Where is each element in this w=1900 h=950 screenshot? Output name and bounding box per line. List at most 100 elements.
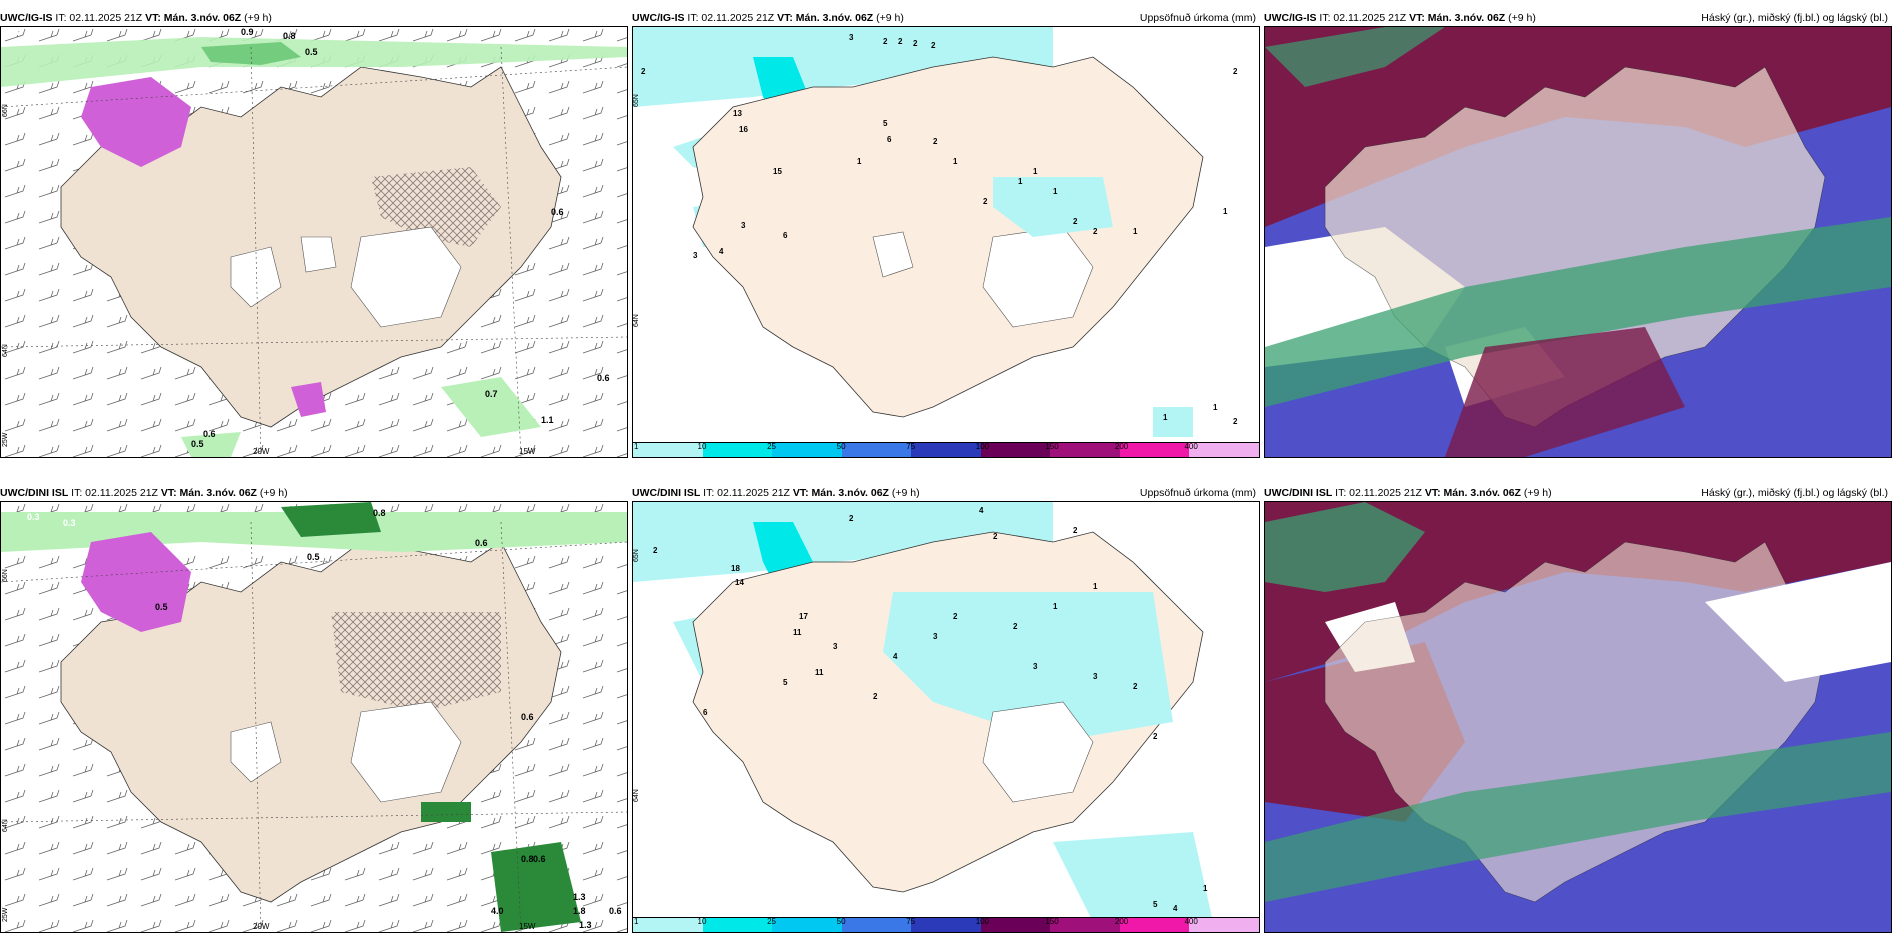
panel-clouds-dini: UWC/DINI ISL IT: 02.11.2025 21Z VT: Mán.… <box>1264 485 1892 935</box>
glacier-hatch <box>371 167 501 247</box>
glacier <box>982 701 1094 803</box>
precip-light <box>883 592 1173 742</box>
legend-tick-label: 200 <box>1114 442 1129 451</box>
precip-value: 1 <box>1163 413 1168 422</box>
precip-value: 6 <box>783 231 788 240</box>
precip-value: 0.8 <box>521 854 534 864</box>
legend-swatch <box>633 918 704 932</box>
precip-value: 1 <box>1053 187 1058 196</box>
precip-light <box>993 177 1113 237</box>
high-cloud-band <box>1265 502 1425 592</box>
init-time: IT: 02.11.2025 21Z <box>700 487 793 499</box>
map-frame: 2 2 4 2 2 18 14 17 11 11 6 5 3 2 4 3 2 2… <box>632 501 1260 933</box>
precip-value: 0.3 <box>35 29 48 39</box>
lead-time: (+9 h) <box>873 12 904 24</box>
precip-value: 0.6 <box>521 712 534 722</box>
init-time: IT: 02.11.2025 21Z <box>1316 12 1410 24</box>
precip-value: 11 <box>793 628 802 637</box>
snow-area <box>81 77 191 167</box>
legend-tick-label: 50 <box>836 442 846 451</box>
glacier <box>350 701 462 803</box>
latitude-label: 64N <box>633 314 640 327</box>
high-cloud-band <box>1265 27 1445 87</box>
valid-time: VT: Mán. 3.nóv. 06Z <box>145 12 242 24</box>
valid-time: VT: Mán. 3.nóv. 06Z <box>1409 12 1506 24</box>
glacier <box>300 236 337 273</box>
panel-header: UWC/IG-IS IT: 02.11.2025 21Z VT: Mán. 3.… <box>632 10 1260 26</box>
legend-tick-label: 1 <box>634 442 639 451</box>
precip-value: 1 <box>1093 582 1098 591</box>
latitude-label: 64N <box>633 789 640 802</box>
precip-value: 2 <box>898 37 903 46</box>
legend-swatch <box>980 918 1052 932</box>
legend-tick-label: 200 <box>1114 917 1129 926</box>
precip-value: 3 <box>849 33 854 42</box>
precip-value: 6 <box>703 708 708 717</box>
valid-time: VT: Mán. 3.nóv. 06Z <box>1424 487 1521 499</box>
lead-time: (+9 h) <box>241 12 272 24</box>
precip-value: 2 <box>849 514 854 523</box>
legend-swatch <box>702 443 774 457</box>
precip-value: 0.6 <box>597 373 610 383</box>
legend-swatch <box>1050 918 1121 932</box>
map-frame <box>1264 26 1892 458</box>
legend-tick-label: 1 <box>634 917 639 926</box>
precip-dark <box>421 802 471 822</box>
panel-header: UWC/DINI ISL IT: 02.11.2025 21Z VT: Mán.… <box>1264 485 1892 501</box>
snow-area <box>81 532 191 632</box>
latitude-label: 25W <box>2 907 9 922</box>
precip-value: 1 <box>1133 227 1138 236</box>
precip-value: 0.4 <box>7 27 20 37</box>
mid-cloud-area <box>1265 27 1891 227</box>
precip-value: 16 <box>739 125 748 134</box>
map-clouds <box>1265 27 1891 457</box>
precip-value: 5 <box>1153 900 1158 909</box>
model-name: UWC/IG-IS <box>632 12 685 24</box>
precip-value: 0.6 <box>533 854 546 864</box>
init-time: IT: 02.11.2025 21Z <box>68 487 161 499</box>
precip-value: 13 <box>733 109 742 118</box>
precip-value: 1 <box>953 157 958 166</box>
legend-swatch <box>1119 443 1191 457</box>
legend-swatch <box>1119 918 1191 932</box>
panel-wind-precip-dini: UWC/DINI ISL IT: 02.11.2025 21Z VT: Mán.… <box>0 485 628 935</box>
legend-swatch <box>702 918 774 932</box>
precip-value: 2 <box>953 612 958 621</box>
legend-swatch <box>980 443 1052 457</box>
precip-value: 2 <box>913 39 918 48</box>
precip-value: 1 <box>1223 207 1228 216</box>
precip-value: 4 <box>1173 904 1178 913</box>
legend-tick-label: 75 <box>906 442 916 451</box>
precip-value: 6 <box>887 135 892 144</box>
high-cloud-band <box>1265 732 1891 902</box>
precip-value: 1.1 <box>541 415 554 425</box>
model-name: UWC/DINI ISL <box>0 487 69 499</box>
precip-value: 4 <box>893 652 898 661</box>
precip-value: 4 <box>979 506 984 515</box>
legend-tick-label: 75 <box>906 917 916 926</box>
precip-value: 18 <box>731 564 740 573</box>
legend-swatch <box>911 443 982 457</box>
legend-tick-label: 25 <box>767 917 777 926</box>
map-frame <box>1264 501 1892 933</box>
precip-value: 1 <box>857 157 862 166</box>
precip-value: 0.6 <box>551 207 564 217</box>
precip-value: 0.6 <box>475 538 488 548</box>
legend-tick-label: 150 <box>1045 442 1059 451</box>
precip-value: 5 <box>783 678 788 687</box>
latitude-label: 64N <box>2 819 9 832</box>
precip-value: 2 <box>1133 682 1138 691</box>
precip-value: 0.3 <box>63 518 76 528</box>
precip-value: 2 <box>1153 732 1158 741</box>
legend-swatch <box>1189 443 1259 457</box>
map-accum-precip <box>633 27 1204 437</box>
legend-tick-label: 100 <box>975 442 990 451</box>
legend-swatch <box>911 918 982 932</box>
precip-value: 2 <box>873 692 878 701</box>
longitude-label: 20W <box>253 447 270 456</box>
precip-value: 2 <box>883 37 888 46</box>
legend-tick-label: 10 <box>697 442 707 451</box>
precip-value: 3 <box>1093 672 1098 681</box>
longitude-label: 20W <box>253 922 270 931</box>
map-frame: 0.4 0.3 0.9 0.8 0.5 0.6 0.7 1.1 0.6 0.5 … <box>0 26 628 458</box>
